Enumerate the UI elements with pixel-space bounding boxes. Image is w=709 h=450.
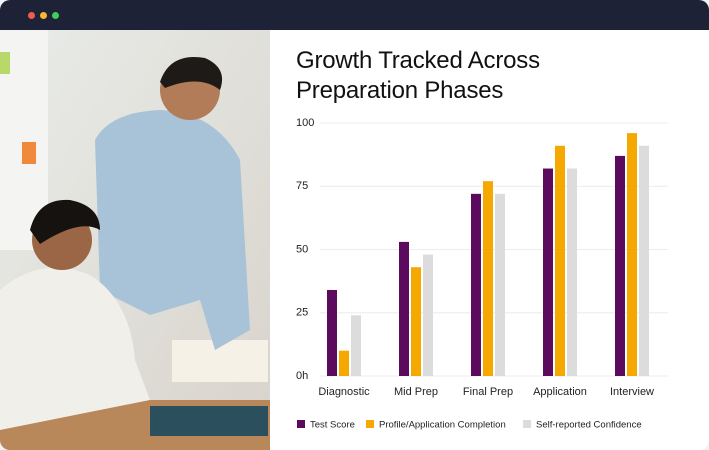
legend-label: Self-reported Confidence [536, 420, 642, 431]
x-tick-label: Interview [610, 386, 654, 398]
bar [483, 181, 493, 376]
bar [411, 267, 421, 376]
bar [495, 193, 505, 376]
bar [639, 145, 649, 376]
bar [555, 145, 565, 376]
legend-swatch [297, 420, 305, 428]
y-tick-label: 0h [296, 370, 308, 382]
book [150, 406, 268, 436]
y-tick-label: 25 [296, 307, 308, 319]
bar [399, 241, 409, 376]
bar [567, 168, 577, 376]
bar [423, 254, 433, 376]
bar [351, 315, 361, 376]
sticky-note [22, 142, 36, 164]
x-tick-label: Diagnostic [318, 386, 370, 398]
x-tick-label: Application [533, 386, 587, 398]
photo-illustration [0, 30, 270, 450]
x-tick-label: Final Prep [463, 386, 513, 398]
y-tick-label: 100 [296, 117, 314, 129]
legend-label: Profile/Application Completion [379, 420, 506, 431]
window-close-dot[interactable] [28, 12, 35, 19]
window-maximize-dot[interactable] [52, 12, 59, 19]
x-tick-label: Mid Prep [394, 386, 438, 398]
teacher-shirt [95, 110, 250, 350]
bar [327, 289, 337, 376]
bar [339, 350, 349, 376]
window-top-bar [0, 0, 709, 30]
bar [543, 168, 553, 376]
chart: 0h 25 50 75 100 Diagnostic Mid Prep Final Prep A… [296, 117, 668, 431]
sticky-note [0, 52, 10, 74]
y-tick-label: 75 [296, 180, 308, 192]
y-tick-label: 50 [296, 243, 308, 255]
legend-swatch [523, 420, 531, 428]
window-minimize-dot[interactable] [40, 12, 47, 19]
legend-label: Test Score [310, 420, 355, 431]
student-hair [30, 199, 100, 244]
bar [471, 193, 481, 376]
bar [627, 133, 637, 376]
chart-title: Growth Tracked Across Preparation Phases [296, 47, 540, 104]
student-shirt [0, 267, 150, 430]
legend-swatch [366, 420, 374, 428]
bar [615, 155, 625, 376]
teacher-hair [160, 57, 223, 90]
